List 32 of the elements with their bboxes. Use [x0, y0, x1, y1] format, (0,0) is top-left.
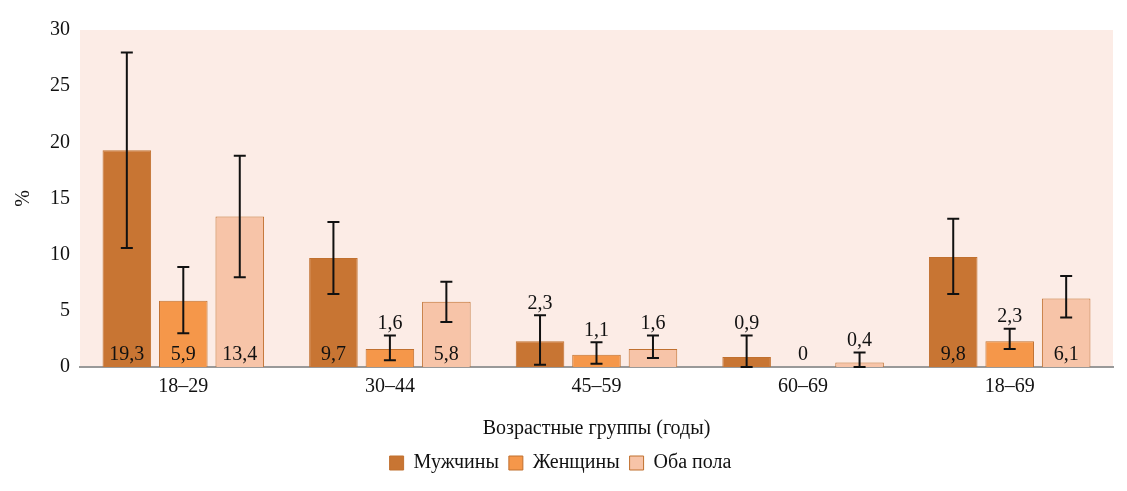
y-tick-label: 10	[50, 241, 70, 264]
y-tick-label: 30	[50, 17, 70, 40]
data-label: 6,1	[1053, 342, 1079, 365]
y-tick-label: 0	[60, 354, 70, 377]
y-tick-label: 15	[50, 185, 70, 208]
data-label: 1,6	[640, 310, 666, 333]
data-label: 2,3	[527, 290, 553, 313]
y-tick-label: 5	[60, 298, 70, 321]
data-label: 2,3	[997, 304, 1023, 327]
data-label: 0,9	[734, 310, 760, 333]
x-tick-label: 30–44	[364, 374, 415, 397]
x-axis-title: Возрастные группы (годы)	[482, 416, 711, 440]
x-tick-label: 45–59	[571, 374, 622, 397]
data-label: 19,3	[109, 342, 145, 365]
x-tick-label: 18–69	[984, 374, 1035, 397]
y-tick-label: 20	[50, 129, 70, 152]
data-label: 5,9	[170, 342, 196, 365]
legend-label: Мужчины	[413, 450, 499, 474]
data-label: 0,4	[847, 327, 873, 350]
data-label: 9,8	[940, 342, 966, 365]
data-label: 13,4	[222, 342, 258, 365]
legend-label: Оба пола	[653, 450, 732, 473]
data-label: 1,6	[377, 310, 403, 333]
y-tick-label: 25	[50, 73, 70, 96]
data-label: 1,1	[584, 317, 609, 340]
x-tick-label: 60–69	[778, 374, 829, 397]
data-label: 5,8	[433, 342, 459, 365]
legend-label: Женщины	[532, 450, 620, 474]
y-axis-title: %	[11, 190, 34, 207]
data-label: 9,7	[320, 342, 346, 365]
data-label: 0	[798, 342, 809, 365]
x-tick-label: 18–29	[158, 374, 209, 397]
